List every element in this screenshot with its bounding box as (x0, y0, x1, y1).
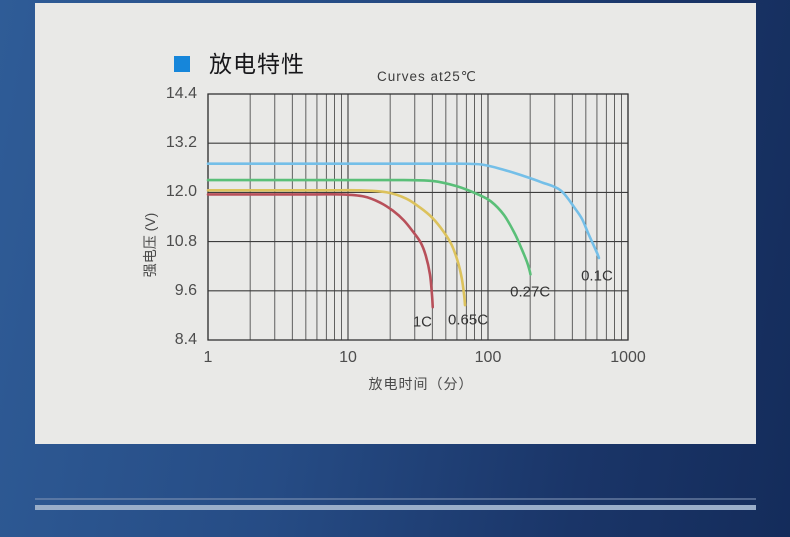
section-title: 放电特性 (209, 51, 305, 77)
curve-0.1C (206, 162, 601, 260)
y-tick-label: 10.8 (165, 232, 197, 250)
y-tick-label: 8.4 (174, 331, 197, 348)
x-tick-label: 10 (339, 349, 357, 366)
discharge-chart: Curves at25℃ 强电压 (V) 放电时间（分） 14.4 13.2 12.… (35, 3, 756, 444)
x-tick-label: 1000 (610, 349, 646, 366)
curve-label-0.65C: 0.65C (448, 311, 489, 328)
section-title-row: 放电特性 (174, 45, 305, 79)
x-axis-title: 放电时间（分） (368, 376, 474, 392)
curve-1C (206, 192, 435, 309)
plot-area (206, 93, 629, 341)
y-tick-label: 9.6 (174, 281, 197, 299)
content-card: 放电特性 Curves at25℃ 强电压 (V) 放电时间（分） 14.4 13… (35, 3, 756, 444)
y-tick-label: 12.0 (165, 183, 197, 201)
x-tick-label: 1 (203, 349, 213, 366)
footer-divider-thin (35, 498, 756, 500)
chart-title: Curves at25℃ (377, 69, 477, 84)
curve-label-1C: 1C (412, 313, 432, 331)
curve-label-0.1C: 0.1C (581, 267, 613, 285)
y-tick-label: 13.2 (165, 134, 197, 152)
section-bullet-icon (174, 56, 190, 72)
curve-label-0.27C: 0.27C (510, 283, 551, 301)
x-tick-label: 100 (474, 349, 502, 366)
curve-0.27C (206, 178, 532, 276)
y-tick-label: 14.4 (165, 85, 197, 102)
curve-0.65C (206, 188, 467, 307)
footer-divider-thick (35, 505, 756, 510)
